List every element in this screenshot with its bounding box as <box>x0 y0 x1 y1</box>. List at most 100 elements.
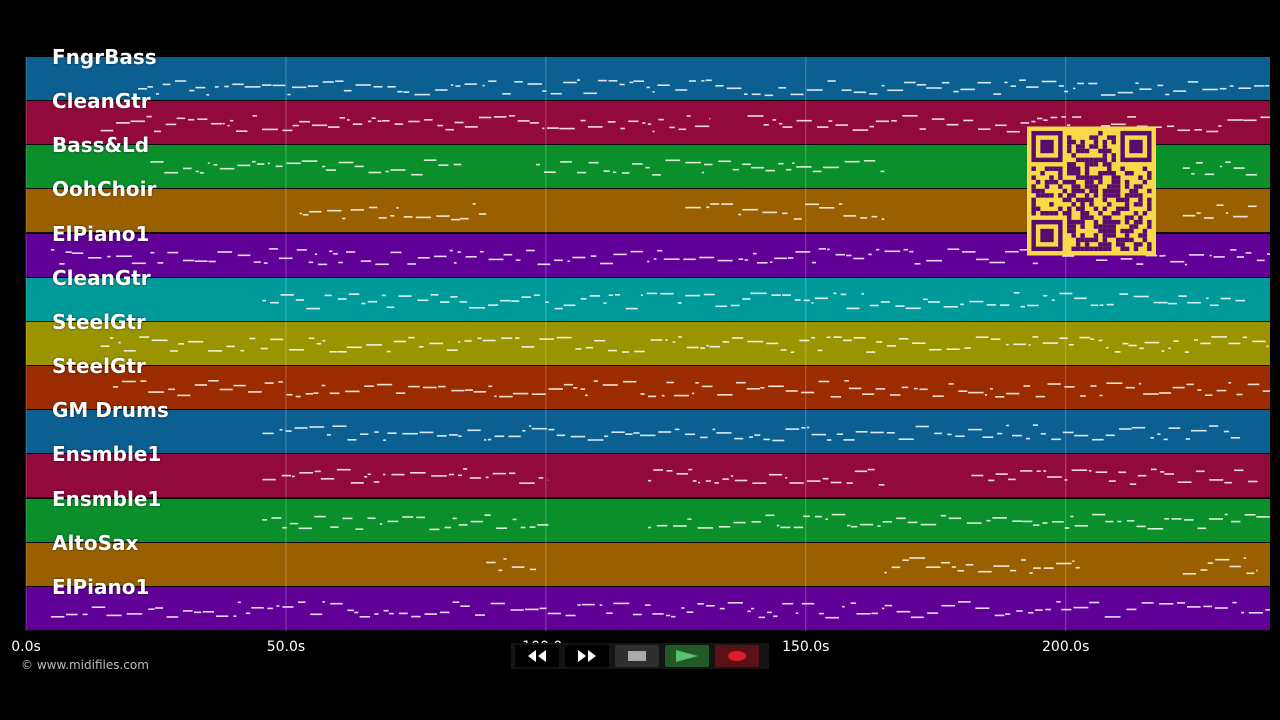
midi-note <box>746 388 760 390</box>
midi-note <box>722 340 730 343</box>
midi-note <box>1225 161 1231 164</box>
track-lane[interactable] <box>26 586 1270 631</box>
midi-note <box>785 428 800 431</box>
midi-note <box>464 83 477 85</box>
midi-note <box>1080 395 1086 397</box>
midi-note <box>430 293 439 296</box>
midi-note <box>803 299 810 301</box>
midi-note <box>550 92 562 95</box>
track-label: OohChoir <box>52 177 157 202</box>
midi-note <box>764 94 774 97</box>
midi-note <box>1229 565 1241 567</box>
midi-note <box>1160 471 1165 474</box>
midi-note <box>678 336 682 338</box>
midi-note <box>730 475 734 478</box>
stop-button[interactable] <box>615 645 659 667</box>
midi-note <box>138 88 147 90</box>
tick-label: 0.0s <box>11 639 41 655</box>
midi-note <box>521 345 535 348</box>
midi-note <box>1164 473 1174 476</box>
midi-note <box>291 475 295 478</box>
track-lane[interactable] <box>26 277 1270 322</box>
midi-note <box>395 392 406 395</box>
midi-note <box>928 348 942 351</box>
track-lane[interactable] <box>26 57 1270 101</box>
midi-note <box>1105 434 1115 437</box>
midi-note <box>875 388 886 390</box>
midi-note <box>494 435 505 438</box>
qr-code[interactable] <box>1027 126 1156 256</box>
midi-note <box>753 252 757 254</box>
midi-note <box>1157 433 1161 436</box>
midi-note <box>1153 301 1158 304</box>
midi-note <box>803 515 810 517</box>
midi-note <box>1196 212 1201 215</box>
midi-note <box>416 516 425 518</box>
midi-note <box>790 93 804 96</box>
midi-note <box>752 482 767 485</box>
play-button[interactable] <box>665 645 709 667</box>
midi-note <box>1182 167 1190 170</box>
midi-note <box>736 381 746 384</box>
midi-note <box>520 526 526 528</box>
midi-note <box>411 174 423 176</box>
midi-note <box>747 340 764 343</box>
midi-note <box>1247 383 1260 386</box>
track-lane[interactable] <box>26 366 1270 411</box>
midi-note <box>361 302 366 305</box>
midi-note <box>671 615 676 618</box>
track-notes <box>262 513 1270 530</box>
fast-forward-button[interactable] <box>565 645 609 667</box>
midi-note <box>559 127 575 130</box>
track-lane[interactable] <box>26 410 1270 455</box>
track-lane[interactable] <box>26 321 1270 366</box>
midi-note <box>1267 252 1270 255</box>
midi-note <box>368 171 382 174</box>
midi-note <box>1073 87 1076 90</box>
rewind-button[interactable] <box>515 645 559 667</box>
midi-note <box>1019 79 1026 81</box>
record-button[interactable] <box>715 645 759 667</box>
midi-note <box>50 615 65 618</box>
midi-note <box>393 340 407 343</box>
midi-note <box>280 293 294 296</box>
midi-note <box>1064 386 1075 388</box>
midi-note <box>989 261 1005 263</box>
play-icon <box>676 650 698 662</box>
midi-note <box>926 259 942 262</box>
midi-note <box>665 338 668 341</box>
midi-note <box>994 614 1005 616</box>
midi-note <box>826 439 832 441</box>
midi-note <box>419 431 434 434</box>
midi-note <box>855 431 868 433</box>
midi-note <box>454 121 464 124</box>
midi-note <box>1117 91 1133 94</box>
midi-note <box>811 433 827 436</box>
midi-note <box>1262 390 1270 392</box>
midi-note <box>1167 125 1175 128</box>
midi-note <box>402 515 414 518</box>
midi-note <box>479 213 487 216</box>
midi-note <box>417 256 430 259</box>
midi-note <box>877 524 881 527</box>
midi-note <box>977 81 992 84</box>
midi-note <box>846 307 860 309</box>
midi-note <box>1101 94 1116 96</box>
track-lane[interactable] <box>26 454 1270 499</box>
midi-note <box>1209 254 1212 256</box>
track-lane[interactable] <box>26 498 1270 543</box>
midi-note <box>887 89 904 92</box>
midi-note <box>366 343 382 346</box>
midi-note <box>199 172 204 174</box>
track-notes <box>50 600 1270 619</box>
midi-note <box>1013 343 1026 345</box>
track-lane[interactable] <box>26 542 1270 587</box>
midi-note <box>880 300 890 303</box>
midi-note <box>330 525 339 528</box>
midi-note <box>825 517 828 520</box>
midi-note <box>827 248 830 250</box>
midi-note <box>718 160 731 163</box>
midi-note <box>418 345 424 348</box>
midi-note <box>614 293 621 296</box>
midi-note <box>316 342 322 345</box>
